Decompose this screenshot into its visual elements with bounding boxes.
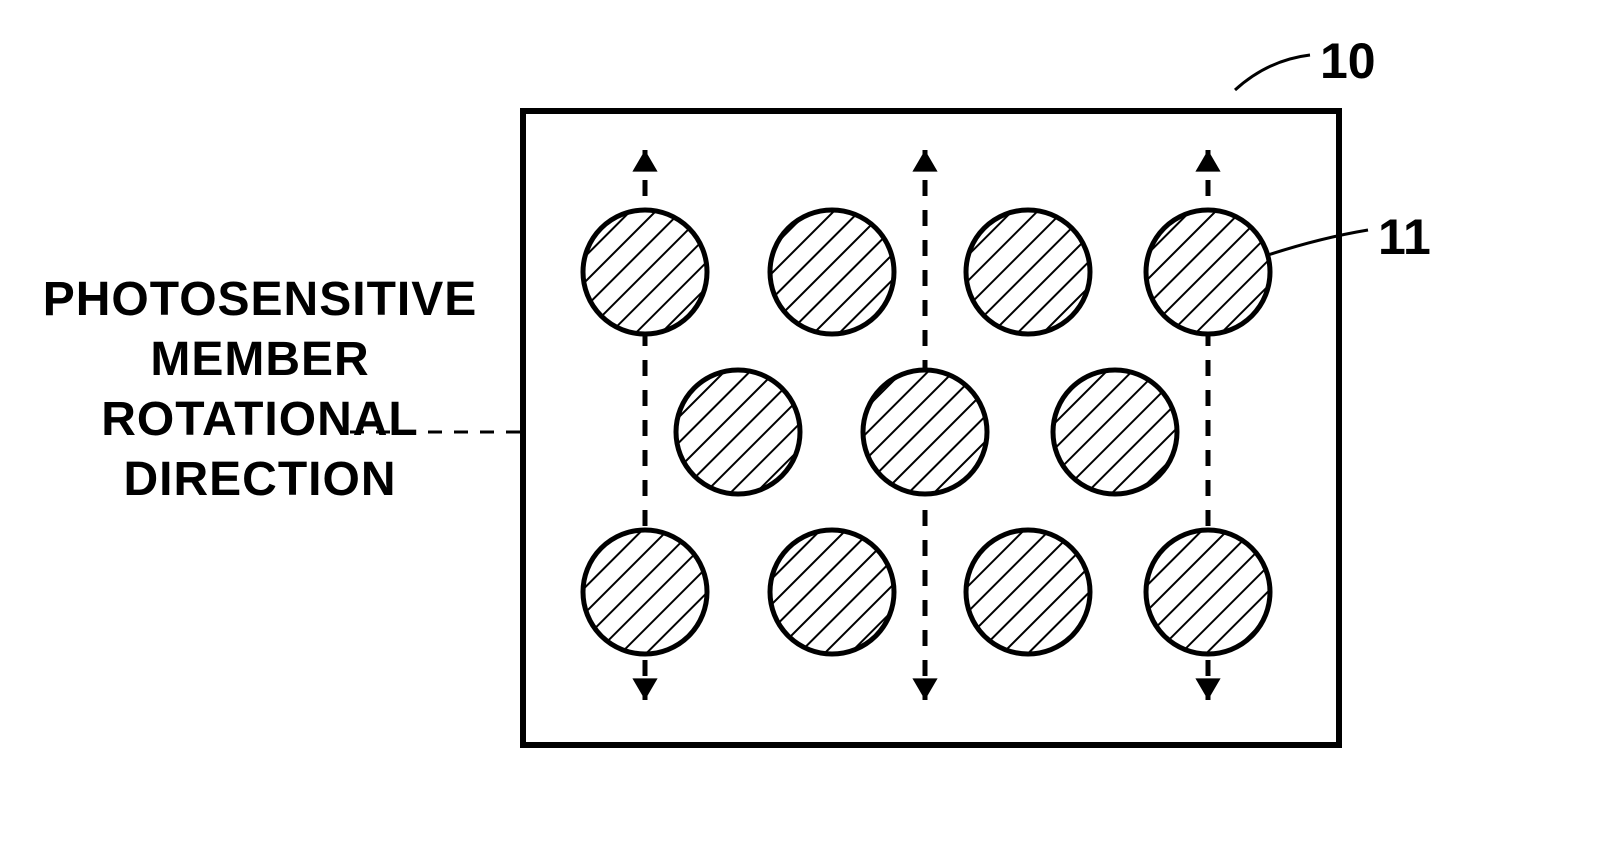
direction-label: PHOTOSENSITIVE MEMBER ROTATIONAL DIRECTI… <box>40 270 480 510</box>
direction-label-line4: DIRECTION <box>40 450 480 510</box>
direction-label-line2: MEMBER <box>40 330 480 390</box>
ref-number-circle: 11 <box>1378 208 1431 266</box>
direction-label-line3: ROTATIONAL <box>40 390 480 450</box>
diagram-box <box>520 108 1342 748</box>
ref-number-box: 10 <box>1320 32 1376 90</box>
ref10-leader <box>1235 55 1310 90</box>
direction-label-line1: PHOTOSENSITIVE <box>40 270 480 330</box>
